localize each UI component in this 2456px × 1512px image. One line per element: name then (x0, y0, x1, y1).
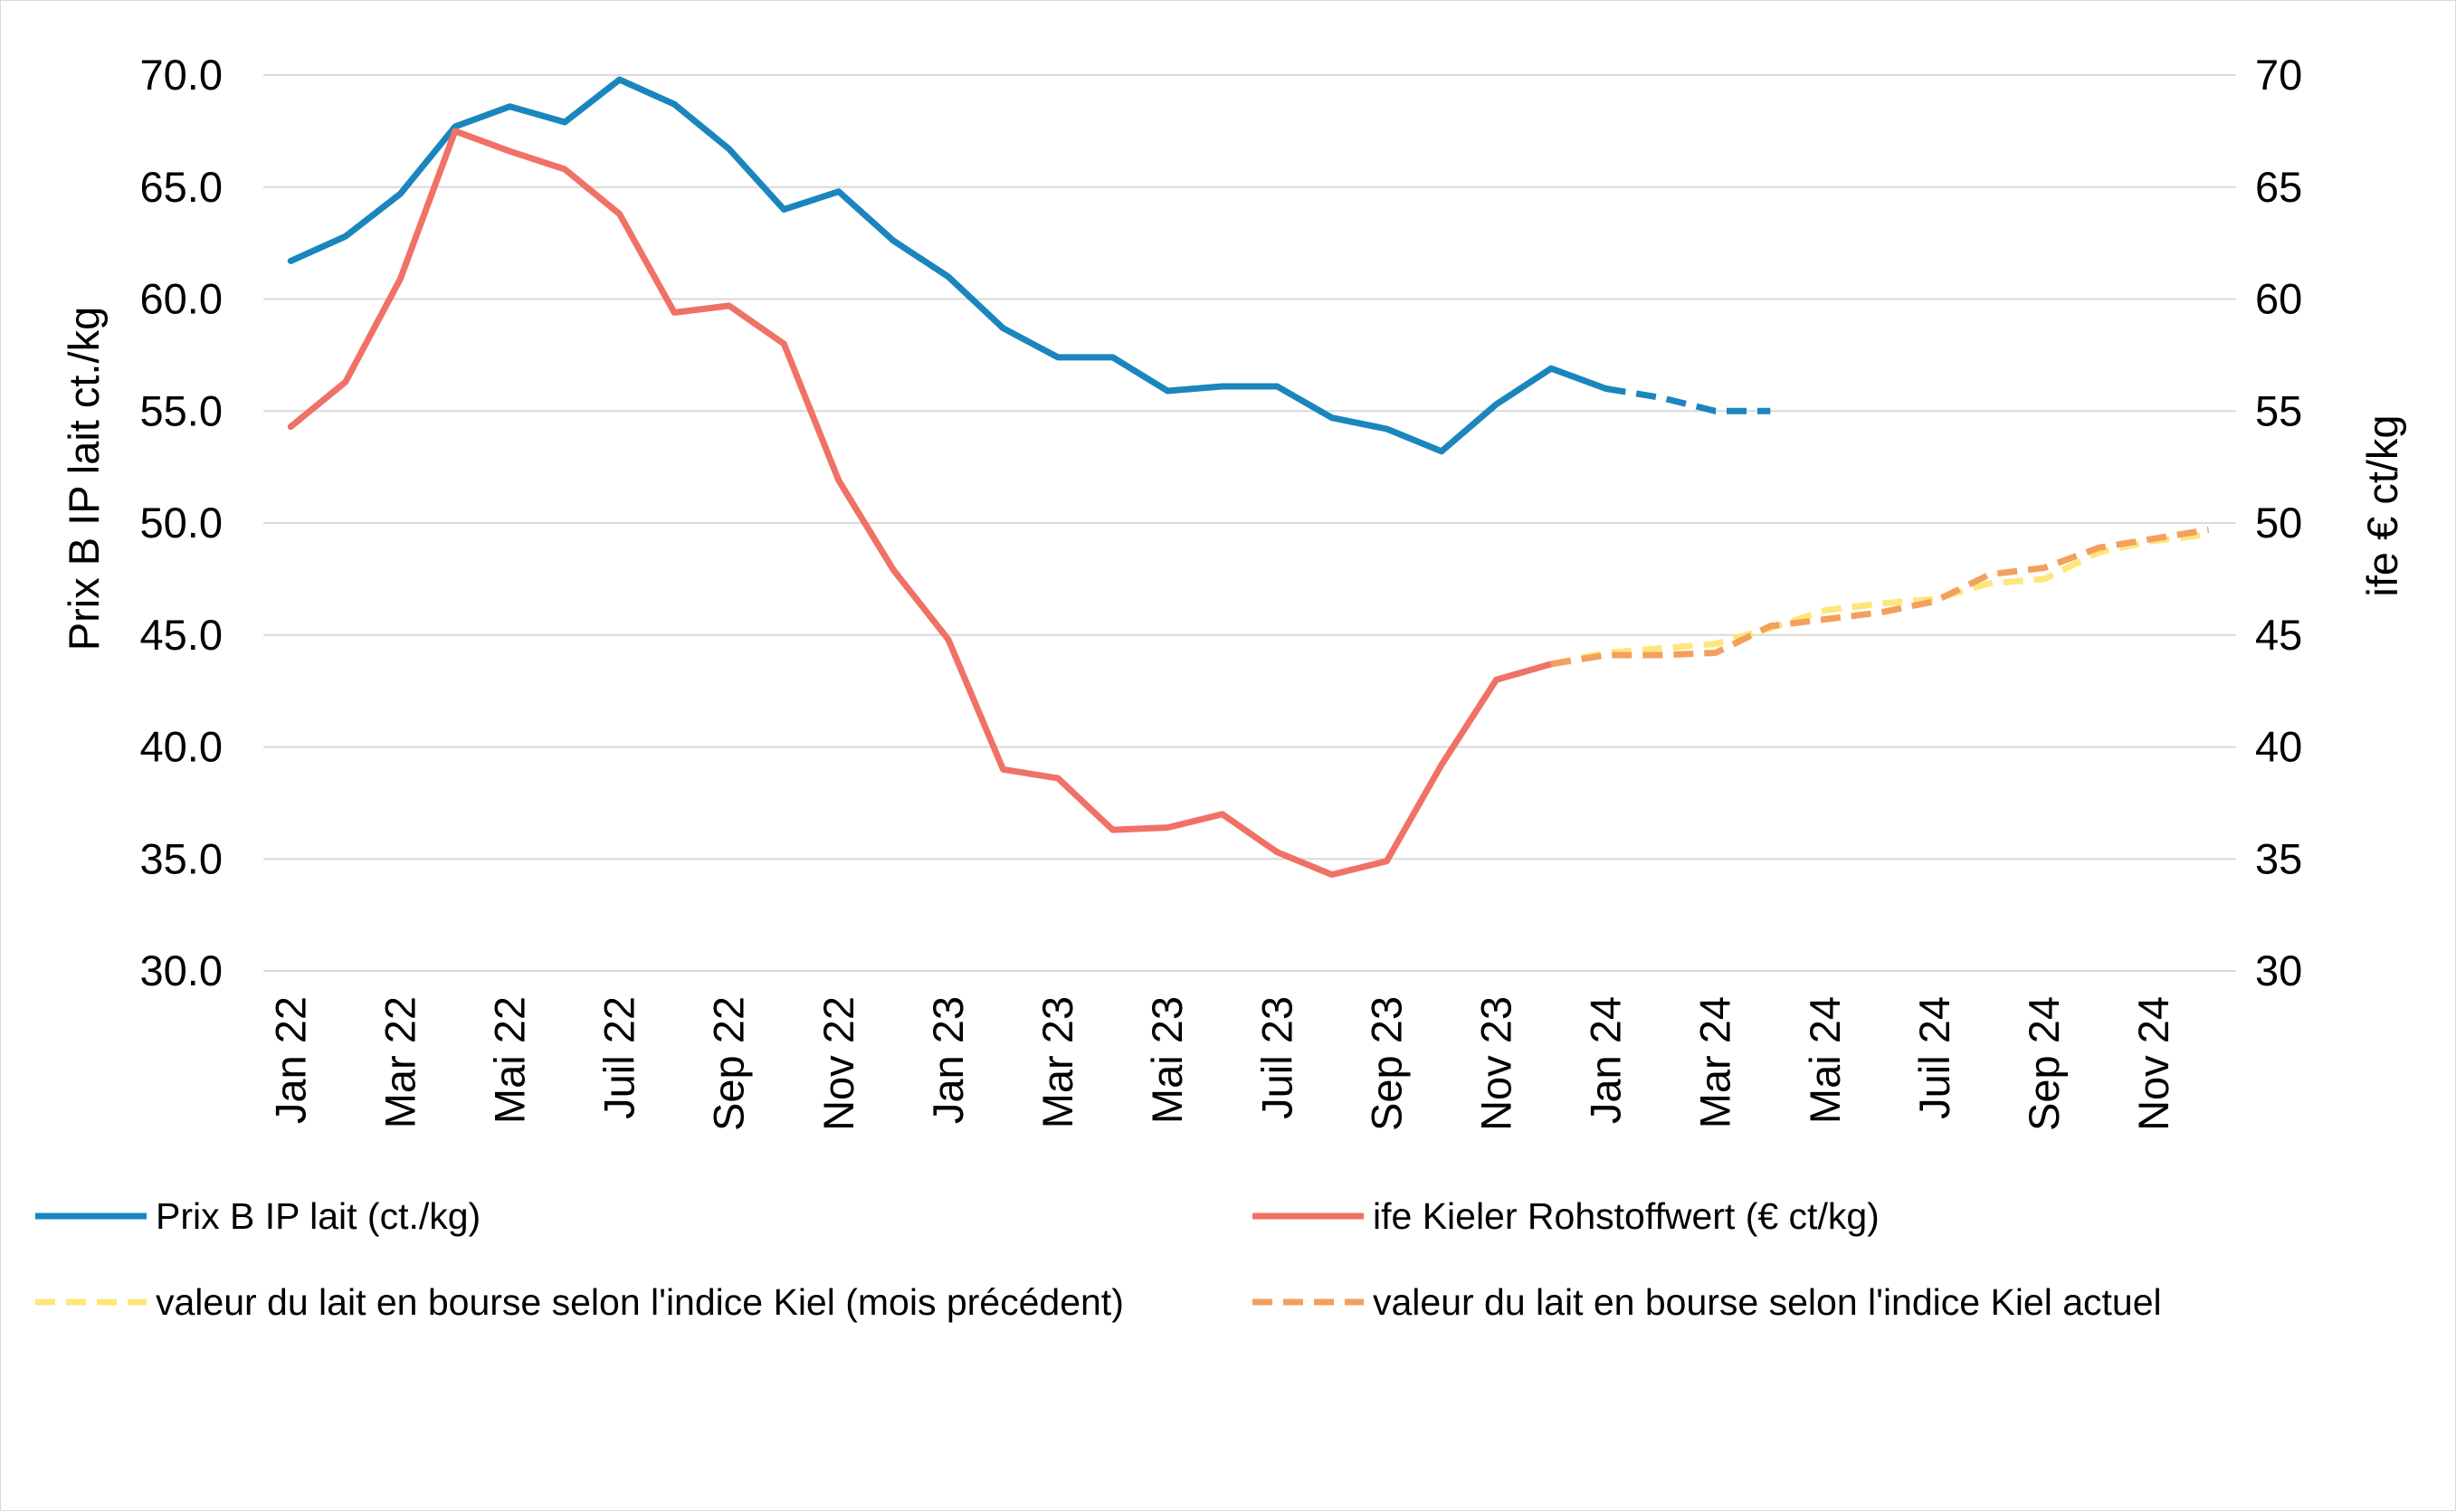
x-axis-tick-label: Mar 24 (1691, 996, 1739, 1128)
right-axis-tick-label: 45 (2255, 611, 2302, 659)
x-axis-tick-label: Jan 22 (266, 996, 314, 1124)
left-axis-tick-label: 60.0 (140, 275, 223, 323)
x-axis-tick-label: Sep 22 (705, 996, 753, 1131)
x-axis-tick-label: Nov 22 (814, 996, 862, 1131)
x-axis-tick-label: Jan 24 (1582, 996, 1630, 1124)
legend-label: ife Kieler Rohstoffwert (€ ct/kg) (1373, 1195, 1880, 1237)
gridlines (263, 74, 2236, 972)
left-axis-tick-label: 45.0 (140, 611, 223, 659)
series-line (1605, 385, 1771, 414)
x-axis-tick-label: Mai 24 (1801, 996, 1849, 1124)
x-axis-tick-label: Sep 23 (1362, 996, 1410, 1131)
left-axis-tick-label: 30.0 (140, 946, 223, 994)
right-axis-tick-label: 35 (2255, 834, 2302, 882)
right-axis-title: ife € ct/kg (2358, 414, 2406, 596)
x-axis-tick-label: Mai 23 (1143, 996, 1191, 1124)
legend-label: Prix B IP lait (ct./kg) (156, 1195, 481, 1237)
legend-label: valeur du lait en bourse selon l'indice … (156, 1281, 1124, 1323)
right-axis-tick-label: 55 (2255, 386, 2302, 434)
legend-label: valeur du lait en bourse selon l'indice … (1373, 1281, 2162, 1323)
x-axis-tick-label: Juil 24 (1910, 996, 1958, 1119)
series-lines (287, 76, 2210, 879)
series-line (287, 76, 1610, 455)
left-axis-title: Prix B IP lait ct./kg (60, 307, 108, 651)
x-axis-tick-label: Mar 23 (1033, 996, 1081, 1128)
right-axis-ticks: 30 35 40 45 50 55 60 65 70 (2255, 51, 2302, 994)
right-axis-tick-label: 30 (2255, 946, 2302, 994)
x-axis-tick-label: Mai 22 (486, 996, 534, 1124)
left-axis-tick-label: 50.0 (140, 499, 223, 547)
right-axis-tick-label: 40 (2255, 723, 2302, 771)
x-axis-tick-label: Juil 22 (595, 996, 643, 1119)
x-axis-tick-label: Mar 22 (376, 996, 424, 1128)
series-line (1550, 526, 2210, 668)
right-axis-tick-label: 65 (2255, 163, 2302, 211)
x-axis-tick-label: Jan 23 (924, 996, 972, 1124)
x-axis-tick-label: Nov 23 (1472, 996, 1520, 1131)
x-axis-ticks: Jan 22 Mar 22 Mai 22 Juil 22 Sep 22 Nov 22 Jan… (266, 996, 2177, 1131)
left-axis-tick-label: 70.0 (140, 51, 223, 99)
series-line (1550, 530, 2210, 668)
series-line (287, 128, 1555, 879)
left-axis-tick-label: 65.0 (140, 163, 223, 211)
left-axis-tick-label: 35.0 (140, 834, 223, 882)
x-axis-tick-label: Juil 23 (1252, 996, 1300, 1119)
right-axis-tick-label: 70 (2255, 51, 2302, 99)
right-axis-tick-label: 60 (2255, 275, 2302, 323)
x-axis-tick-label: Nov 24 (2129, 996, 2177, 1131)
left-axis-ticks: 30.0 35.0 40.0 45.0 50.0 55.0 60.0 65.0 70.0 (140, 51, 223, 994)
left-axis-tick-label: 55.0 (140, 386, 223, 434)
legend: Prix B IP lait (ct./kg) ife Kieler Rohsto… (35, 1195, 2162, 1323)
right-axis-tick-label: 50 (2255, 499, 2302, 547)
left-axis-tick-label: 40.0 (140, 723, 223, 771)
x-axis-tick-label: Sep 24 (2020, 996, 2068, 1131)
